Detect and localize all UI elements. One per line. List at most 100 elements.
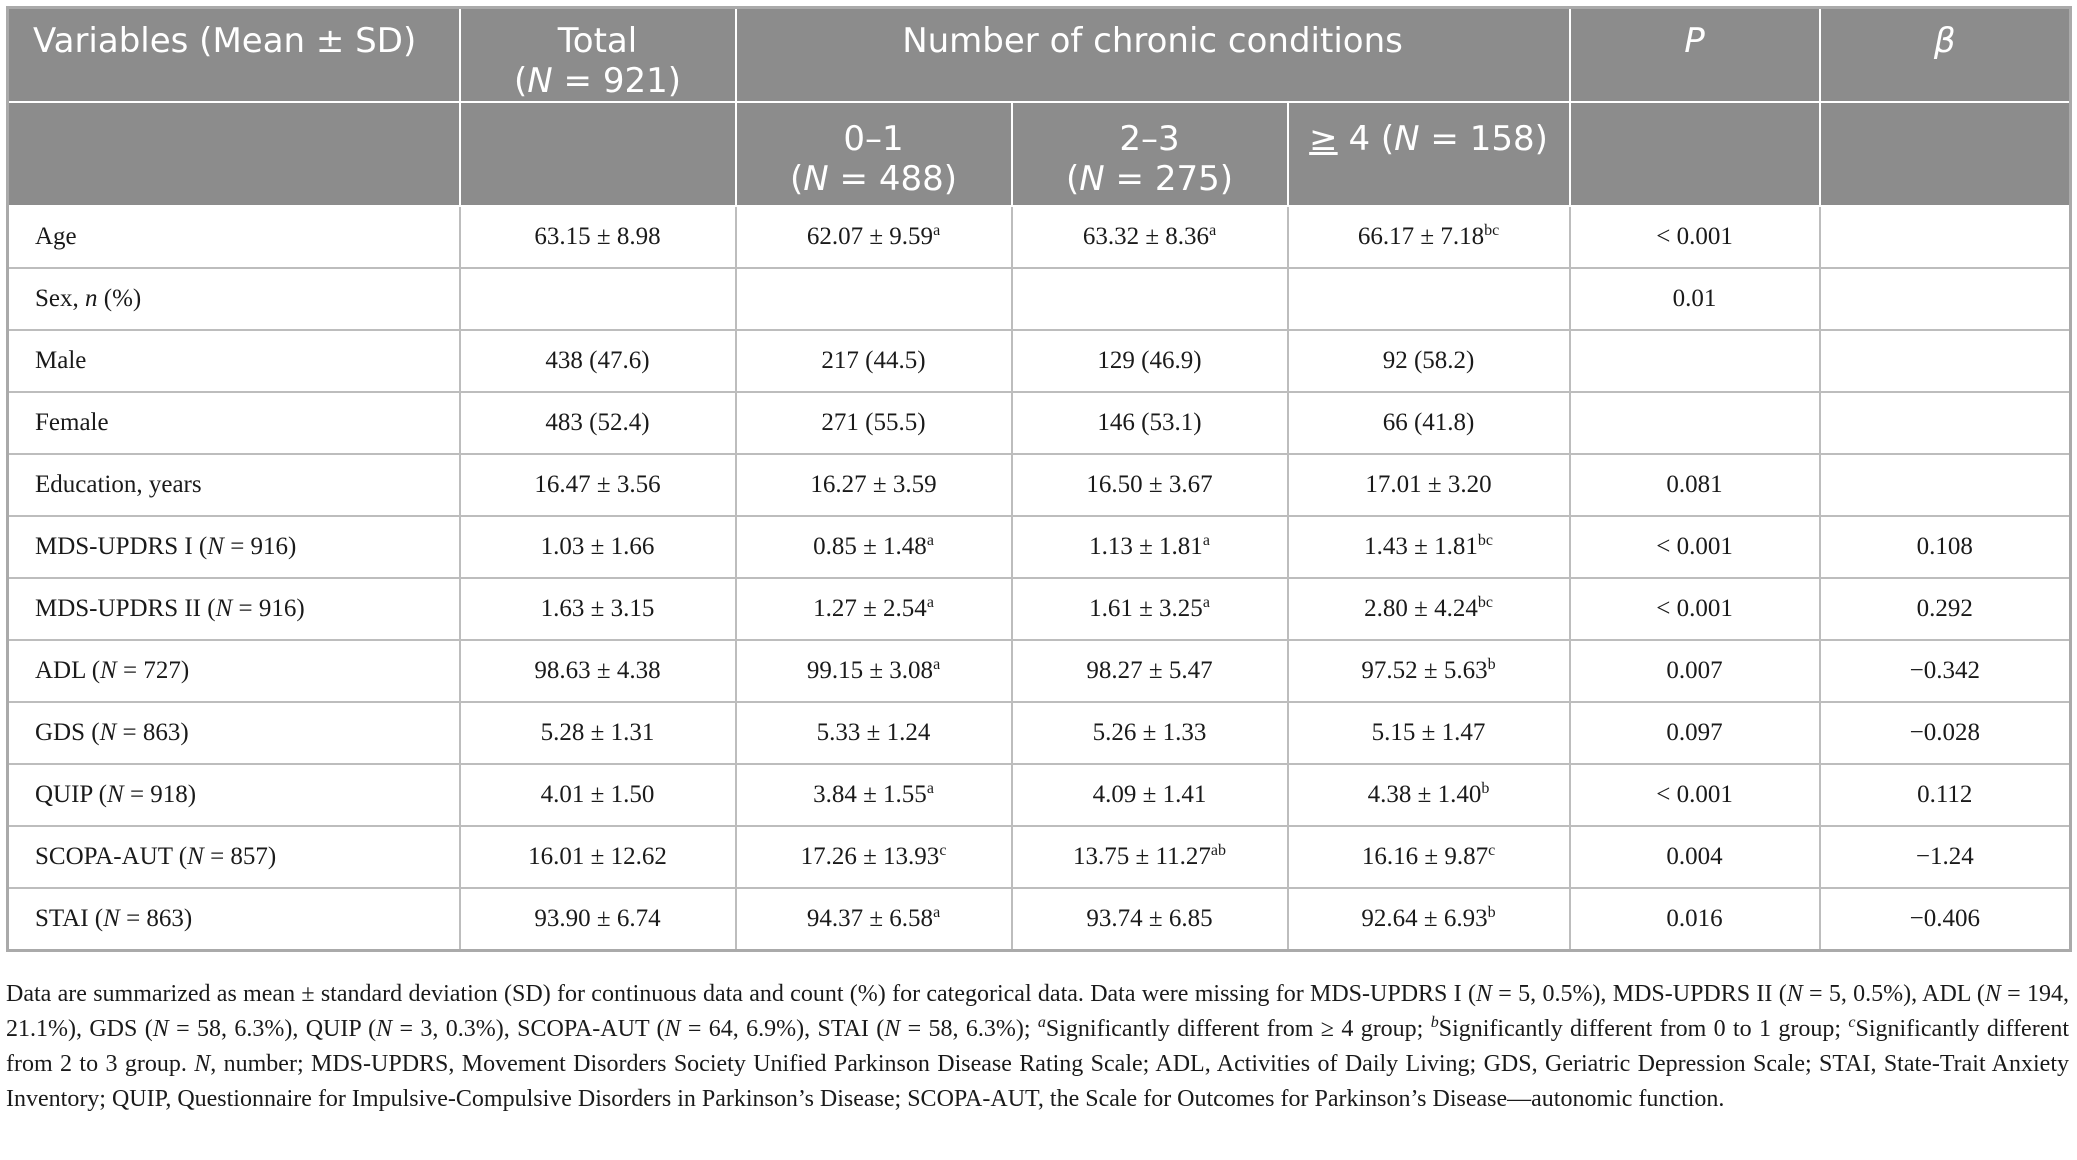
footnote-text: Significantly different from 0 to 1 grou…: [1438, 1016, 1849, 1042]
cell-superscript: a: [933, 903, 941, 921]
table-row: Male 438 (47.6) 217 (44.5) 129 (46.9) 92 (58…: [6, 329, 2072, 393]
table-row: GDS (N = 863) 5.28 ± 1.31 5.33 ± 1.24 5.26 …: [6, 701, 2072, 765]
header-p: P: [1568, 6, 1821, 103]
row-label-suffix: = 863): [116, 719, 189, 746]
cell-p: 0.004: [1568, 825, 1821, 889]
cell-total: 4.01 ± 1.50: [458, 763, 737, 827]
cell-value: 0.112: [1917, 781, 1973, 808]
header-group-0-1-label: 0–1: [843, 119, 904, 159]
row-label-text: SCOPA-AUT (: [35, 843, 188, 870]
row-label: QUIP (N = 918): [6, 763, 461, 827]
cell-total: 16.01 ± 12.62: [458, 825, 737, 889]
cell-value: 1.63 ± 3.15: [540, 595, 655, 622]
cell-value: 5.28 ± 1.31: [540, 719, 655, 746]
cell-value: 2.80 ± 4.24: [1364, 595, 1478, 622]
cell-g3: 92.64 ± 6.93b: [1286, 887, 1571, 951]
header-group-4plus-ge: ≥: [1309, 119, 1338, 159]
cell-g3: 92 (58.2): [1286, 329, 1571, 393]
cell-g3: 97.52 ± 5.63b: [1286, 639, 1571, 703]
cell-value: 98.27 ± 5.47: [1086, 657, 1213, 684]
header-conditions: Number of chronic conditions: [734, 6, 1571, 103]
cell-g1: 5.33 ± 1.24: [734, 701, 1013, 765]
row-label-text: Male: [35, 347, 87, 374]
header-group-0-1-n-label: N: [803, 159, 829, 199]
cell-g2: 93.74 ± 6.85: [1010, 887, 1289, 951]
table-footnote: Data are summarized as mean ± standard d…: [6, 977, 2069, 1117]
cell-value: 98.63 ± 4.38: [534, 657, 661, 684]
cell-superscript: c: [1488, 842, 1496, 859]
table-row: STAI (N = 863) 93.90 ± 6.74 94.37 ± 6.58a 9…: [6, 887, 2072, 951]
header-group-2-3: 2–3 (N = 275): [1010, 101, 1289, 207]
cell-beta: 0.112: [1818, 763, 2072, 827]
header-row-2: 0–1 (N = 488) 2–3 (N = 275) ≥ 4 (N = 158): [6, 101, 2072, 207]
cell-g3: 66 (41.8): [1286, 391, 1571, 455]
row-label-suffix: = 727): [116, 657, 190, 684]
cell-value: 0.108: [1916, 533, 1973, 560]
cell-total: 98.63 ± 4.38: [458, 639, 737, 703]
row-label-text: STAI (: [35, 904, 104, 932]
cell-g2: 63.32 ± 8.36a: [1010, 205, 1289, 269]
row-label-suffix: (%): [97, 285, 142, 312]
cell-total: [458, 267, 737, 331]
cell-total: 63.15 ± 8.98: [458, 205, 737, 269]
header-beta-label: β: [1933, 21, 1956, 61]
footnote-text: Significantly different from 2 to 3 grou…: [6, 1016, 2070, 1077]
cell-superscript: b: [1481, 780, 1490, 797]
cell-value: −0.406: [1909, 904, 1980, 932]
cell-g3: [1286, 267, 1571, 331]
header-total-label: Total: [557, 21, 638, 61]
footnote-n: N: [884, 1016, 901, 1042]
footnote-text: = 5, 0.5%), MDS-UPDRS II (: [1492, 981, 1787, 1007]
cell-superscript: bc: [1477, 532, 1493, 549]
header-group-0-1-n-value: = 488): [828, 159, 957, 199]
header-group-0-1: 0–1 (N = 488): [734, 101, 1013, 207]
cell-value: 16.27 ± 3.59: [810, 471, 937, 498]
cell-value: 5.26 ± 1.33: [1092, 719, 1207, 746]
row-label: ADL (N = 727): [6, 639, 461, 703]
footnote-text: Data are summarized as mean ± standard d…: [6, 981, 1476, 1007]
cell-g2: 4.09 ± 1.41: [1010, 763, 1289, 827]
table-row: Female 483 (52.4) 271 (55.5) 146 (53.1) 66 (…: [6, 391, 2072, 455]
cell-value: 1.61 ± 3.25: [1089, 595, 1203, 622]
cell-g3: 4.38 ± 1.40b: [1286, 763, 1571, 827]
footnote-text: = 5, 0.5%), ADL (: [1802, 981, 1985, 1007]
cell-value: 13.75 ± 11.27: [1073, 843, 1211, 870]
header-empty-2: [458, 101, 737, 207]
row-label-italic: N: [215, 595, 233, 622]
cell-superscript: bc: [1484, 222, 1500, 239]
cell-g1: 94.37 ± 6.58a: [734, 887, 1013, 951]
row-label-italic: N: [207, 533, 224, 560]
header-group-2-3-n-value: = 275): [1104, 159, 1233, 199]
cell-value: 16.47 ± 3.56: [534, 471, 661, 498]
cell-g3: 17.01 ± 3.20: [1286, 453, 1571, 517]
table-row: Education, years 16.47 ± 3.56 16.27 ± 3.59…: [6, 453, 2072, 517]
cell-beta: [1818, 205, 2072, 269]
cell-value: 4.01 ± 1.50: [540, 781, 655, 808]
header-total: Total (N = 921): [458, 6, 737, 103]
cell-value: 0.292: [1916, 595, 1973, 622]
header-p-label: P: [1684, 21, 1705, 61]
cell-g2: 146 (53.1): [1010, 391, 1289, 455]
cell-value: 93.90 ± 6.74: [534, 904, 661, 932]
header-group-4plus-n-label: N: [1394, 119, 1420, 159]
header-variables: Variables (Mean ± SD): [6, 6, 461, 103]
cell-value: 1.27 ± 2.54: [813, 595, 927, 622]
cell-g3: 66.17 ± 7.18bc: [1286, 205, 1571, 269]
cell-value: 146 (53.1): [1097, 409, 1202, 436]
cell-g1: 1.27 ± 2.54a: [734, 577, 1013, 641]
row-label-text: QUIP (: [35, 781, 107, 808]
row-label-italic: n: [85, 285, 98, 312]
cell-value: 1.13 ± 1.81: [1089, 533, 1203, 560]
cell-g3: 5.15 ± 1.47: [1286, 701, 1571, 765]
row-label: Education, years: [6, 453, 461, 517]
cell-total: 93.90 ± 6.74: [458, 887, 737, 951]
table-row: MDS-UPDRS II (N = 916) 1.63 ± 3.15 1.27 ± …: [6, 577, 2072, 641]
cell-g3: 1.43 ± 1.81bc: [1286, 515, 1571, 579]
table-row: Age 63.15 ± 8.98 62.07 ± 9.59a 63.32 ± 8.36…: [6, 205, 2072, 269]
header-empty-3: [1568, 101, 1821, 207]
cell-total: 5.28 ± 1.31: [458, 701, 737, 765]
cell-superscript: c: [939, 842, 947, 859]
row-label: SCOPA-AUT (N = 857): [6, 825, 461, 889]
row-label-suffix: = 863): [119, 904, 193, 932]
cell-value: < 0.001: [1656, 781, 1733, 808]
